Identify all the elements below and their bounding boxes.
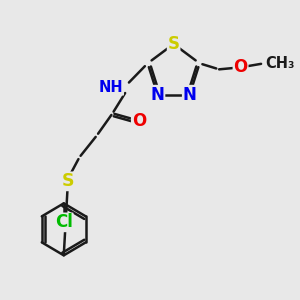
Text: S: S xyxy=(168,35,180,53)
Text: N: N xyxy=(183,86,196,104)
Text: Cl: Cl xyxy=(55,213,73,231)
Text: NH: NH xyxy=(99,80,123,95)
Text: O: O xyxy=(233,58,248,76)
Text: CH₃: CH₃ xyxy=(265,56,294,71)
Text: O: O xyxy=(132,112,146,130)
Text: N: N xyxy=(151,86,164,104)
Text: S: S xyxy=(61,172,74,190)
